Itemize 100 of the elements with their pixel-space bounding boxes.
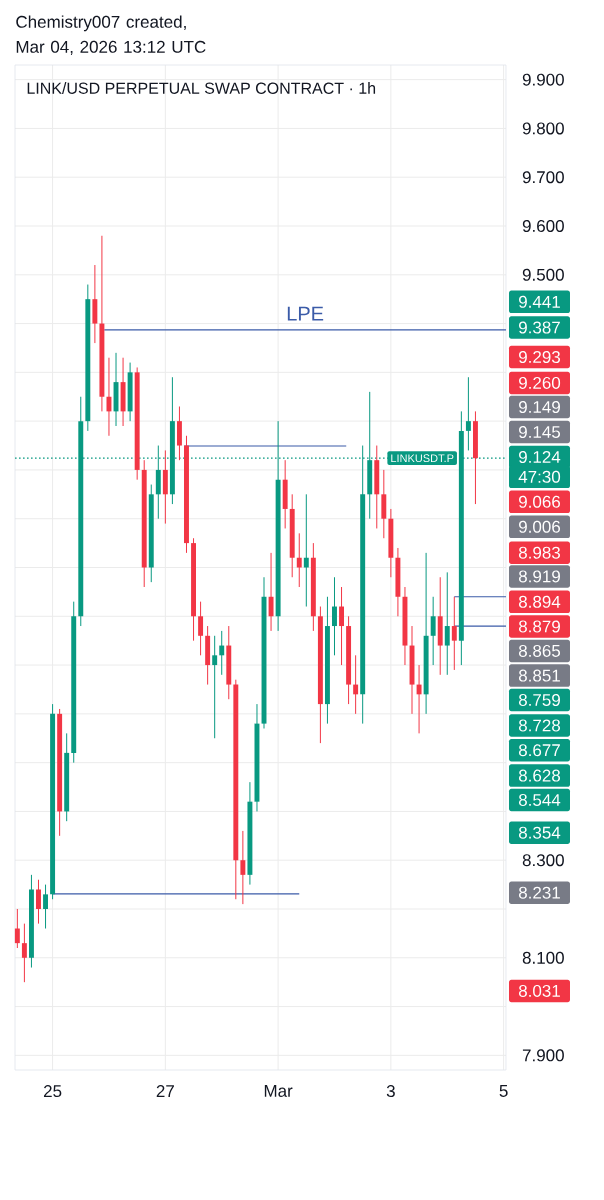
- text: 9.293: [519, 350, 561, 363]
- y-tick-label: 9.500: [522, 268, 564, 281]
- candlestick: [261, 576, 267, 729]
- y-tick-label: 9.600: [522, 219, 564, 232]
- candlestick: [465, 376, 471, 451]
- candlestick: [212, 635, 218, 739]
- candlestick: [332, 576, 337, 656]
- series-label: LPE: [287, 306, 324, 321]
- candlestick: [381, 469, 387, 539]
- candlestick: [198, 601, 204, 656]
- candlestick: [296, 532, 302, 588]
- candlestick: [64, 732, 70, 822]
- text: 47:30: [518, 470, 561, 483]
- candlestick: [71, 601, 77, 764]
- candlestick: [106, 357, 112, 437]
- candlestick: [472, 410, 478, 505]
- candlestick: [282, 459, 288, 529]
- text: 9.006: [519, 520, 561, 533]
- candlestick: [120, 357, 126, 427]
- text: 9.145: [519, 425, 561, 438]
- candlestick: [240, 830, 246, 905]
- candlestick: [233, 679, 239, 900]
- text: 8.865: [518, 644, 561, 657]
- candlestick: [430, 596, 436, 666]
- text: 8.759: [518, 693, 560, 706]
- candlestick: [402, 586, 408, 666]
- candlestick: [423, 552, 429, 715]
- candlestick: [451, 596, 457, 671]
- candlestick: [346, 615, 352, 705]
- text: 8.851: [518, 669, 560, 682]
- candlestick: [219, 630, 225, 676]
- y-tick-label: 7.900: [522, 1049, 564, 1062]
- candlestick: [303, 493, 309, 608]
- text: 8.894: [518, 595, 561, 608]
- candlestick: [162, 449, 168, 525]
- x-tick-label: Mar: [264, 1085, 293, 1097]
- candlestick: [50, 703, 56, 900]
- y-tick-label: 9.900: [522, 73, 564, 86]
- candlestick: [444, 571, 450, 676]
- candlestick: [141, 459, 147, 588]
- text: 8.031: [518, 984, 560, 997]
- text: 8.354: [518, 826, 561, 839]
- candlestick: [85, 284, 91, 432]
- candlestick: [416, 664, 422, 734]
- candlestick: [113, 352, 119, 427]
- candlestick: [395, 547, 401, 617]
- candlestick: [310, 542, 316, 632]
- candlestick: [127, 362, 133, 422]
- candlestick: [176, 406, 182, 461]
- candlestick: [191, 537, 197, 642]
- y-tick-label: 8.100: [522, 951, 564, 964]
- candlestick: [57, 708, 63, 837]
- candlestick: [374, 445, 380, 529]
- candlestick: [184, 435, 189, 554]
- candlestick: [247, 781, 253, 886]
- text: 8.983: [518, 546, 561, 559]
- candlestick: [43, 884, 49, 930]
- candlestick: [36, 879, 41, 925]
- chart-subtitle: Chemistry007 created, Mar 04, 2026 13:12 UTC: [16, 15, 206, 55]
- text: 9.149: [519, 400, 560, 413]
- candlestick: [268, 552, 274, 632]
- candlestick: [92, 264, 98, 344]
- candlestick: [21, 923, 27, 983]
- candlestick: [339, 586, 345, 666]
- candlestick: [14, 908, 20, 949]
- text: 9.066: [519, 495, 561, 508]
- text: 8.677: [518, 744, 560, 757]
- text: 9.441: [519, 295, 560, 308]
- y-tick-label: 9.700: [522, 171, 564, 184]
- candlestick: [99, 235, 105, 412]
- ref-line-label: LINKUSDT.P: [391, 454, 454, 463]
- text: LINK/USD PERPETUAL SWAP CONTRACT · 1h: [27, 82, 376, 94]
- candlestick: [205, 625, 211, 686]
- candlestick: [28, 874, 34, 969]
- text: 9.387: [519, 321, 560, 334]
- y-tick-label: 8.300: [522, 854, 564, 867]
- text: 8.728: [518, 719, 561, 732]
- x-tick-label: 5: [499, 1085, 508, 1097]
- candlestick: [409, 625, 415, 715]
- candlestick: [226, 625, 232, 700]
- text: 9.260: [519, 376, 561, 389]
- text: 8.879: [518, 620, 560, 633]
- candlestick: [317, 606, 323, 744]
- candlestick: [148, 484, 154, 583]
- x-tick-label: 3: [386, 1085, 395, 1098]
- candlestick: [289, 493, 295, 578]
- text: 8.544: [518, 793, 561, 806]
- text: 8.231: [518, 886, 560, 899]
- y-tick-label: 9.800: [522, 122, 564, 135]
- candlestick: [324, 596, 330, 725]
- x-tick-label: 25: [43, 1085, 62, 1098]
- candlestick: [437, 576, 443, 676]
- text: 8.628: [518, 769, 561, 782]
- candlestick: [134, 366, 140, 481]
- text: 8.919: [518, 570, 560, 583]
- x-tick-label: 27: [156, 1085, 174, 1097]
- candlestick: [254, 703, 260, 812]
- candlestick: [388, 508, 394, 578]
- candlestick: [353, 654, 359, 715]
- text: 9.124: [519, 450, 561, 463]
